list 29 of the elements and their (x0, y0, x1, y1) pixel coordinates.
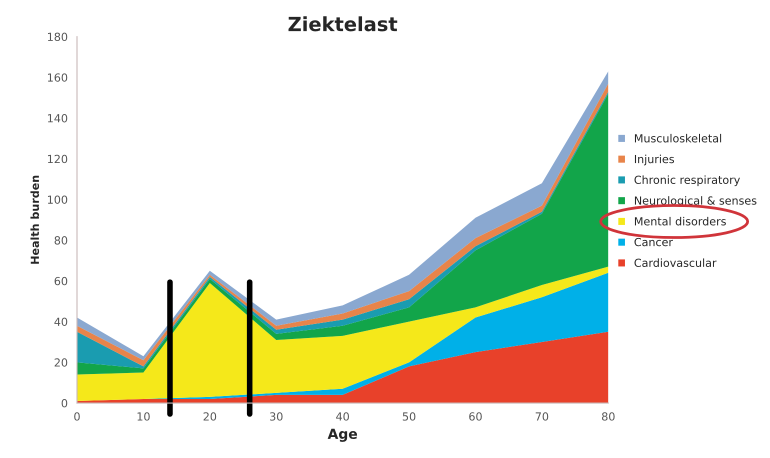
y-tick-label: 0 (62, 399, 68, 408)
legend-label: Cancer (634, 238, 673, 246)
y-tick-label: 160 (48, 73, 68, 82)
y-tick-label: 20 (54, 358, 68, 367)
legend-label: Neurological & senses (634, 196, 756, 207)
legend-label: Mental disorders (634, 216, 726, 226)
legend-label: Musculoskeletal (634, 134, 722, 142)
y-tick-label: 100 (48, 195, 68, 204)
y-tick-label: 180 (48, 32, 68, 42)
x-tick-label: 60 (469, 412, 482, 421)
x-tick-label: 10 (138, 412, 150, 421)
y-tick-label: 120 (48, 154, 68, 164)
x-tick-label: 40 (336, 412, 349, 421)
x-tick-label: 0 (74, 412, 80, 421)
x-axis-title: Age (328, 428, 358, 442)
chart-title: Ziektelast (288, 16, 398, 32)
legend-label: Injuries (634, 154, 674, 166)
y-tick-label: 140 (48, 114, 68, 122)
x-tick-label: 50 (402, 412, 416, 421)
legend-label: Cardiovascular (634, 258, 717, 268)
x-tick-label: 20 (204, 412, 216, 421)
x-tick-label: 70 (536, 412, 548, 421)
x-tick-label: 80 (602, 412, 615, 421)
y-tick-label: 80 (54, 236, 68, 245)
x-tick-label: 30 (270, 412, 283, 421)
y-tick-label: 60 (54, 276, 68, 286)
y-tick-label: 40 (54, 318, 68, 326)
y-axis-title: Health burden (30, 176, 40, 264)
legend-label: Chronic respiratory (634, 175, 740, 186)
